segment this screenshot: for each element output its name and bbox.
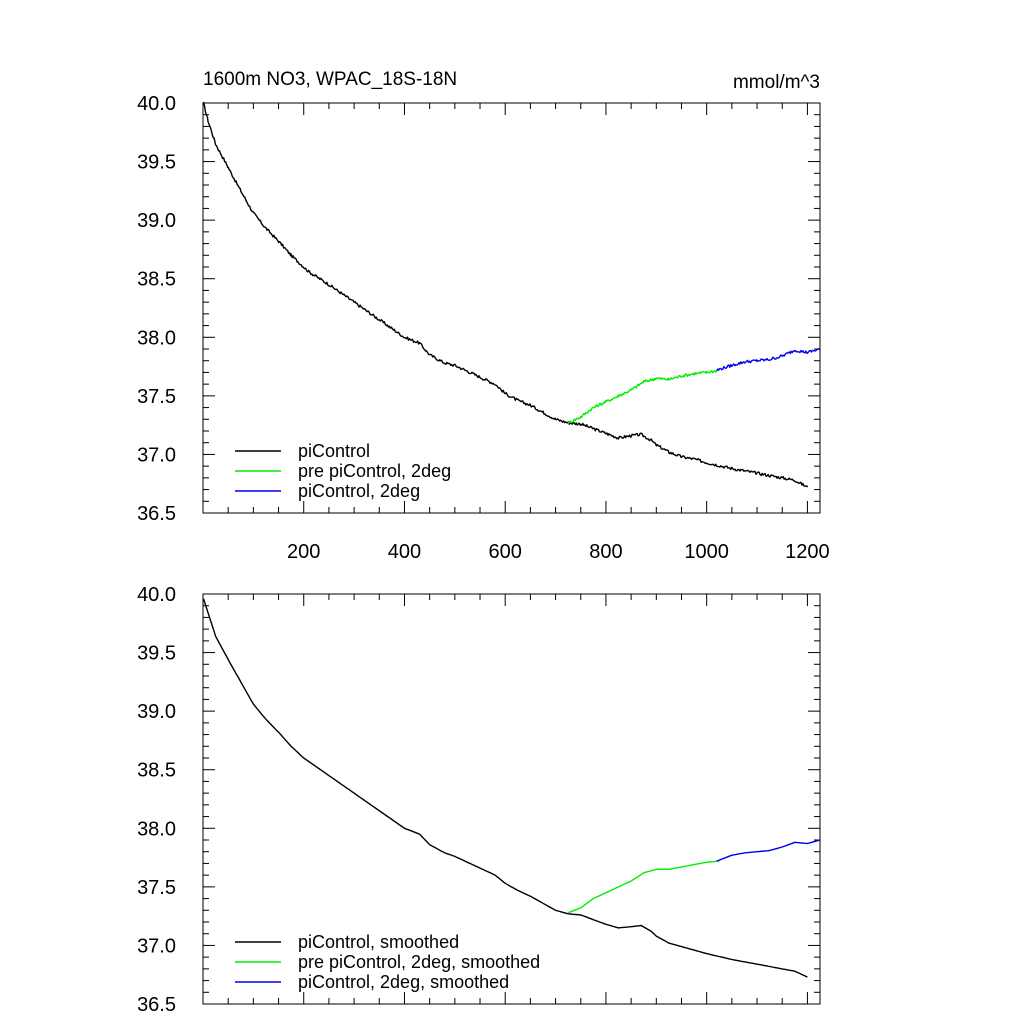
y-tick-label: 40.0 <box>137 93 176 115</box>
series-line <box>202 101 809 488</box>
plot-frame <box>202 593 821 1005</box>
y-tick-label: 39.0 <box>137 701 176 723</box>
y-tick-label: 36.5 <box>137 503 176 525</box>
legend-label: piControl, 2deg <box>298 481 420 501</box>
series-lines <box>202 101 821 488</box>
plot-frame <box>202 102 821 514</box>
chart-title: 1600m NO3, WPAC_18S-18N <box>203 69 457 90</box>
y-axis-tick-labels: 36.5 37.0 37.5 38.0 38.5 39.0 39.5 40.0 <box>137 93 176 525</box>
x-tick-label: 200 <box>287 541 320 563</box>
y-axis-tick-labels: 36.5 37.0 37.5 38.0 38.5 39.0 39.5 40.0 <box>137 584 176 1016</box>
y-tick-label: 39.0 <box>137 210 176 232</box>
legend-label: piControl <box>298 441 370 461</box>
y-tick-label: 38.0 <box>137 327 176 349</box>
y-tick-label: 38.5 <box>137 760 176 782</box>
y-tick-label: 37.5 <box>137 386 176 408</box>
y-tick-label: 37.0 <box>137 444 176 466</box>
x-tick-label: 1000 <box>684 541 729 563</box>
legend-label: pre piControl, 2deg, smoothed <box>298 952 540 972</box>
y-tick-label: 36.5 <box>137 994 176 1016</box>
y-tick-label: 37.0 <box>137 935 176 957</box>
y-tick-label: 37.5 <box>137 877 176 899</box>
chart-units-label: mmol/m^3 <box>733 72 820 93</box>
legend-label: piControl, smoothed <box>298 932 459 952</box>
series-line <box>567 860 720 914</box>
x-tick-label: 600 <box>489 541 522 563</box>
y-tick-label: 38.0 <box>137 818 176 840</box>
y-tick-label: 40.0 <box>137 584 176 606</box>
series-lines <box>202 598 821 978</box>
series-line <box>567 369 720 425</box>
y-tick-label: 38.5 <box>137 269 176 291</box>
chart-panel-top: 1600m NO3, WPAC_18S-18N mmol/m^3 36.5 37.… <box>137 69 830 563</box>
axis-ticks <box>203 102 820 514</box>
series-line <box>716 348 821 371</box>
x-tick-label: 800 <box>589 541 622 563</box>
x-tick-label: 1200 <box>785 541 830 563</box>
legend-label: pre piControl, 2deg <box>298 461 451 481</box>
x-tick-label: 400 <box>388 541 421 563</box>
legend-label: piControl, 2deg, smoothed <box>298 972 509 992</box>
y-tick-label: 39.5 <box>137 643 176 665</box>
chart-panel-bottom: 36.5 37.0 37.5 38.0 38.5 39.0 39.5 40.0 piContr… <box>137 584 821 1016</box>
x-axis-tick-labels: 200 400 600 800 1000 1200 <box>287 541 830 563</box>
series-line <box>202 598 808 978</box>
series-line <box>716 839 821 862</box>
y-tick-label: 39.5 <box>137 152 176 174</box>
axis-ticks <box>203 593 820 1005</box>
